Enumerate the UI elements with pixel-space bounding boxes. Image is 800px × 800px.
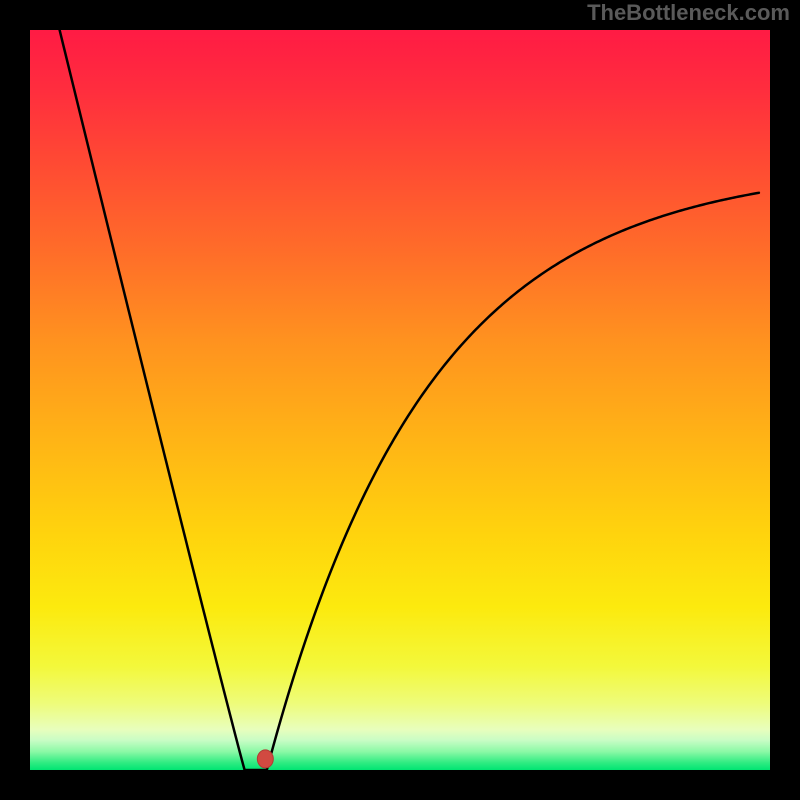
watermark-text: TheBottleneck.com (587, 0, 790, 26)
curve-svg (30, 30, 770, 770)
valley-marker (257, 750, 273, 768)
bottleneck-curve (60, 30, 759, 770)
chart-container: TheBottleneck.com (0, 0, 800, 800)
